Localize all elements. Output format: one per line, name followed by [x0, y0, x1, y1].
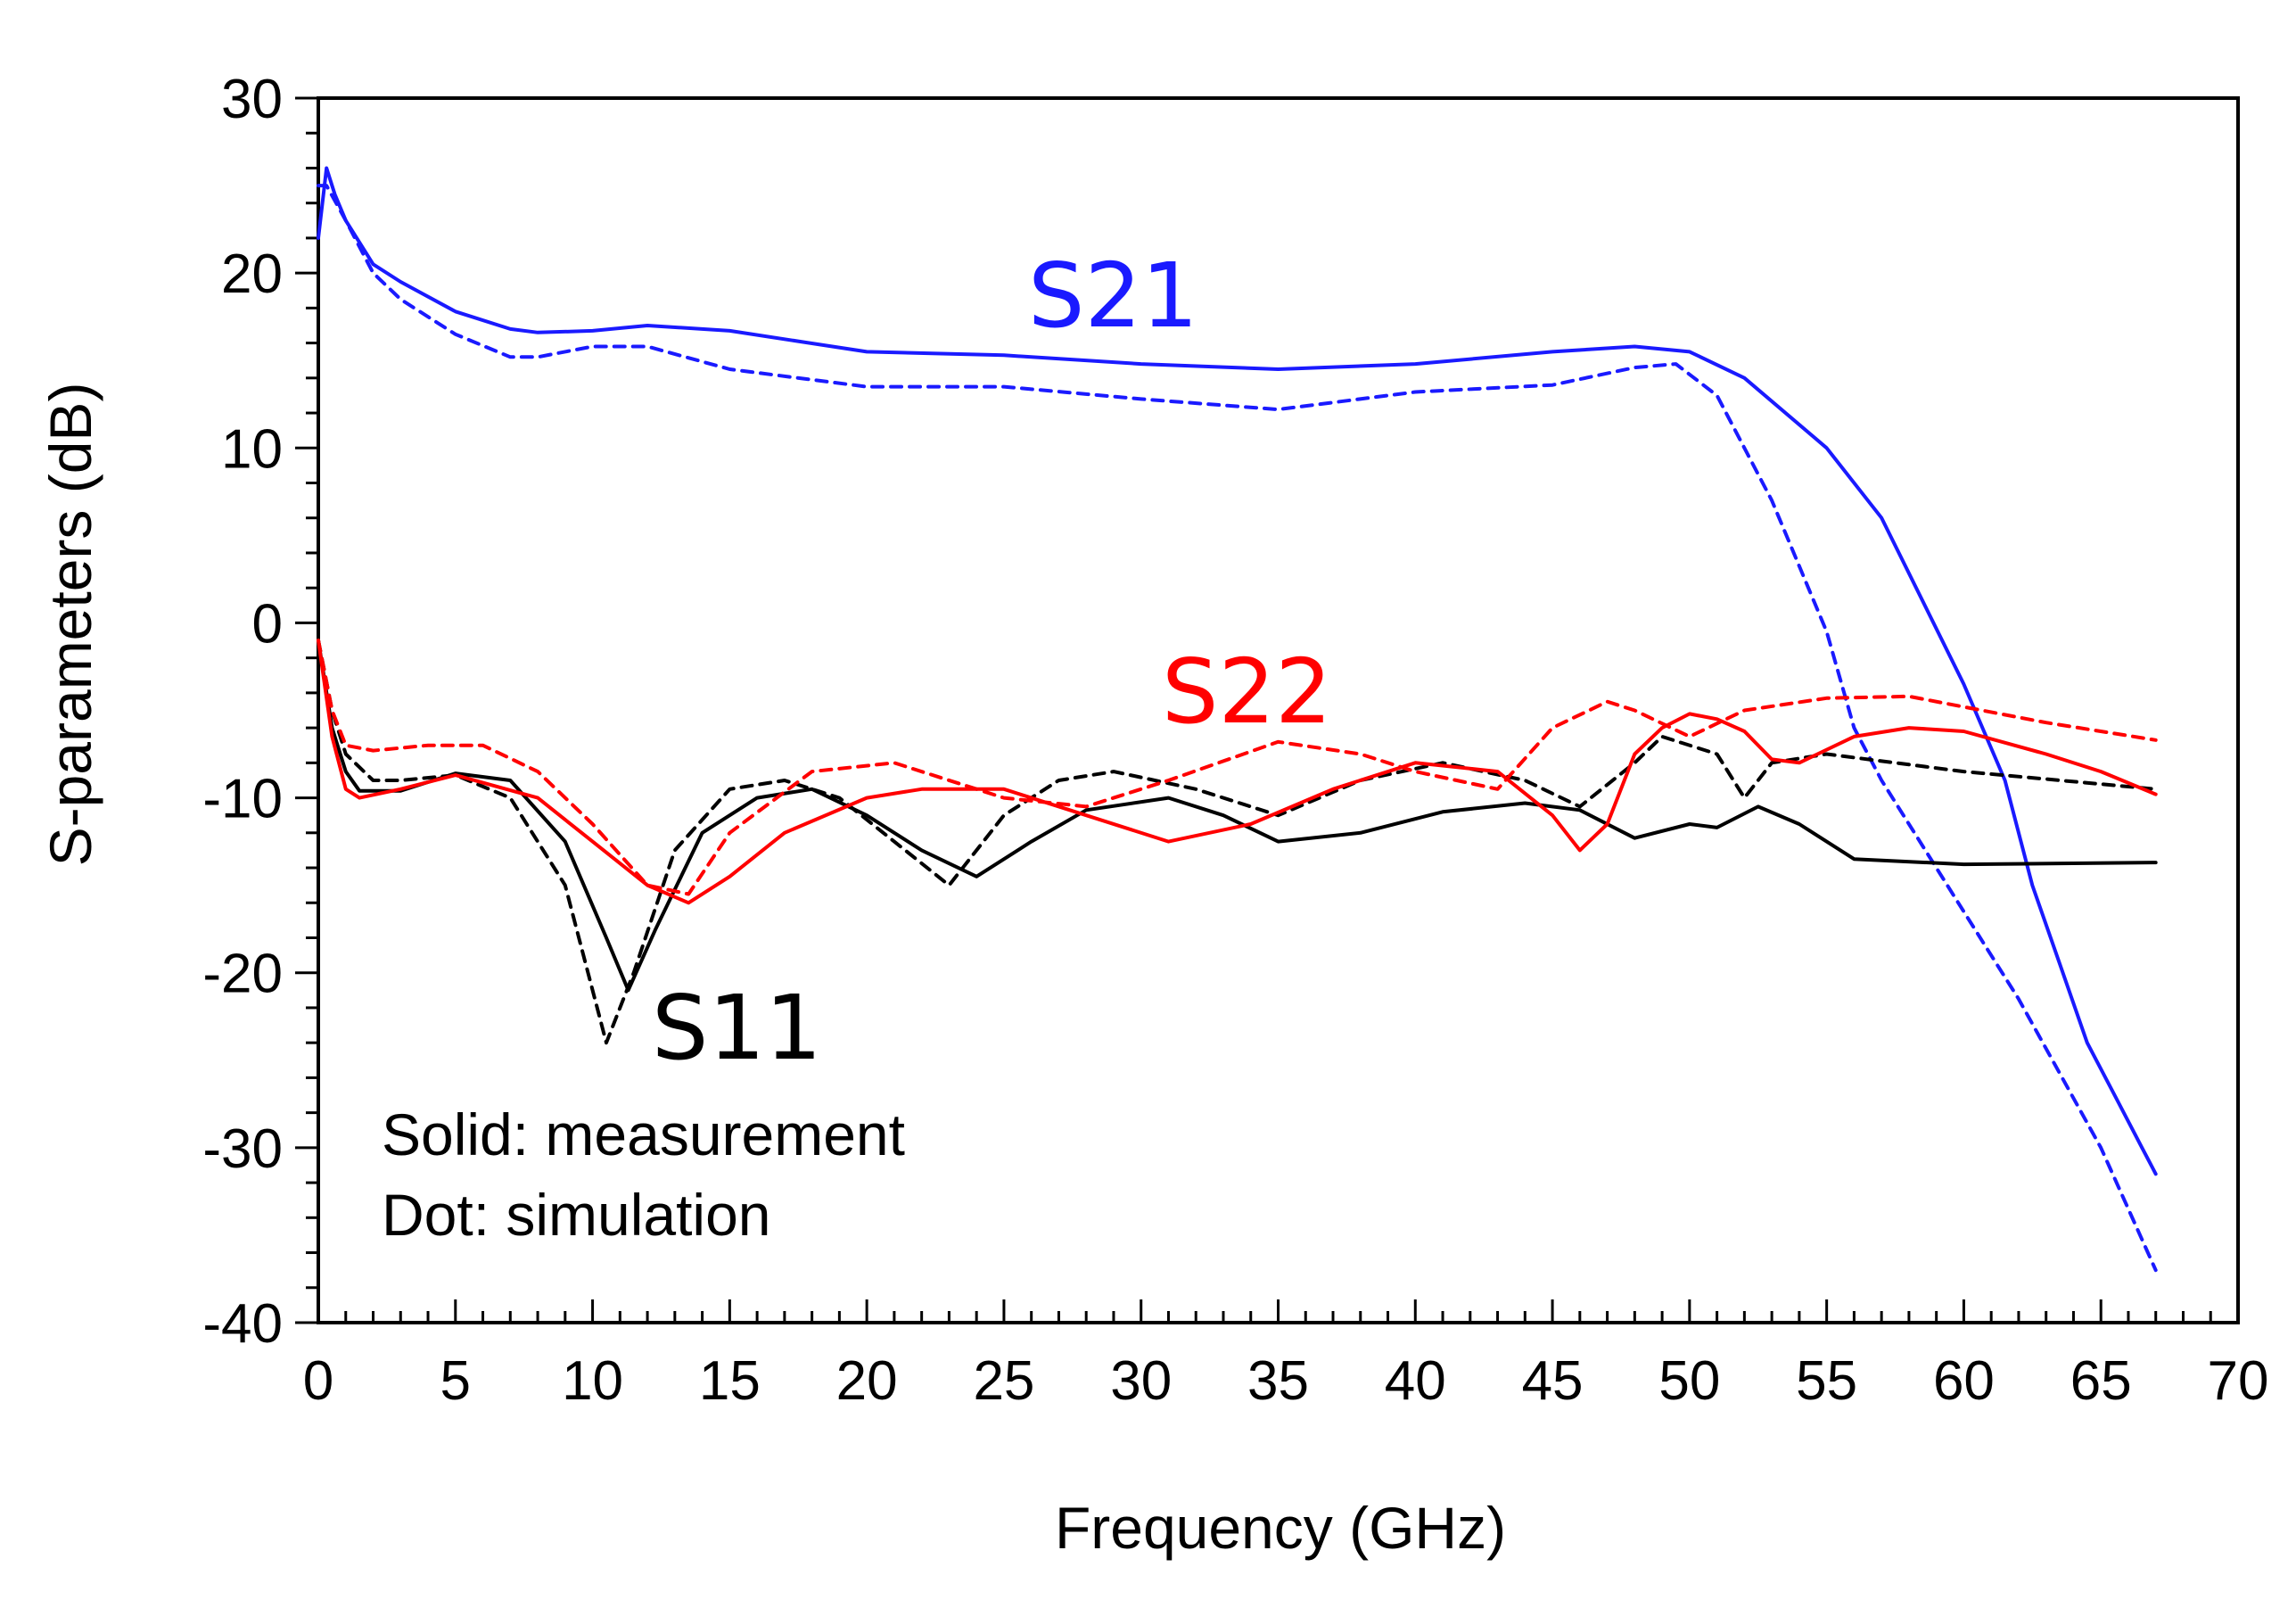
x-tick-label: 25: [973, 1350, 1034, 1412]
s21-measurement-line: [317, 166, 2158, 1176]
s22-measurement-line: [317, 639, 2158, 905]
y-tick-label: -10: [202, 769, 283, 830]
dot-note: Dot: simulation: [382, 1182, 771, 1248]
y-tick-label: -20: [202, 944, 283, 1005]
axis-ticks: [295, 96, 2240, 1324]
y-axis-title: S-parameters (dB): [37, 383, 103, 867]
s21-label: S21: [1028, 243, 1198, 348]
x-tick-label: 65: [2070, 1350, 2132, 1412]
x-tick-label: 45: [1522, 1350, 1584, 1412]
x-tick-label: 60: [1933, 1350, 1995, 1412]
x-tick-label: 5: [440, 1350, 471, 1412]
series-group: [317, 166, 2158, 1273]
y-tick-label: -40: [202, 1293, 283, 1355]
s21-simulation-line: [317, 184, 2158, 1273]
x-tick-label: 0: [303, 1350, 333, 1412]
x-tick-labels: 0 5 10 15 20 25 30 35 40 45 50 55 60 65 70: [303, 1350, 2269, 1412]
s11-label: S11: [652, 976, 822, 1080]
y-tick-label: 10: [221, 418, 283, 480]
y-tick-labels: 30 20 10 0 -10 -20 -30 -40: [202, 69, 283, 1355]
s11-measurement-line: [317, 639, 2158, 993]
s22-label: S22: [1162, 639, 1332, 744]
x-tick-label: 20: [836, 1350, 898, 1412]
y-tick-label: -30: [202, 1118, 283, 1180]
x-tick-label: 50: [1658, 1350, 1720, 1412]
x-tick-label: 30: [1110, 1350, 1172, 1412]
x-tick-label: 70: [2208, 1350, 2269, 1412]
x-tick-label: 55: [1796, 1350, 1857, 1412]
s11-simulation-line: [317, 639, 2158, 1045]
y-tick-label: 0: [252, 593, 283, 655]
x-tick-label: 35: [1247, 1350, 1309, 1412]
x-axis-title: Frequency (GHz): [1055, 1495, 1506, 1561]
x-tick-label: 15: [699, 1350, 761, 1412]
x-tick-label: 40: [1385, 1350, 1446, 1412]
y-tick-label: 20: [221, 243, 283, 305]
x-tick-label: 10: [562, 1350, 623, 1412]
y-tick-label: 30: [221, 69, 283, 130]
solid-note: Solid: measurement: [382, 1101, 905, 1167]
